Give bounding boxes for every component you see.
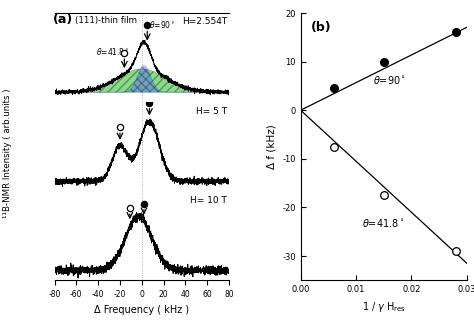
Text: ¹¹B-NMR Intensity ( arb.units ): ¹¹B-NMR Intensity ( arb.units ) — [3, 88, 11, 218]
Text: H= 5 T: H= 5 T — [196, 107, 228, 116]
Y-axis label: Δ f (kHz): Δ f (kHz) — [266, 124, 277, 169]
X-axis label: 1 / $\gamma$ H$_{\rm res}$: 1 / $\gamma$ H$_{\rm res}$ — [362, 300, 406, 314]
Text: H=2.554T: H=2.554T — [182, 18, 228, 26]
Text: (111)-thin film: (111)-thin film — [75, 16, 137, 25]
Text: (a): (a) — [53, 13, 73, 26]
Text: $\theta$=41.8$^\circ$: $\theta$=41.8$^\circ$ — [362, 217, 404, 229]
Text: H= 10 T: H= 10 T — [191, 196, 228, 205]
X-axis label: Δ Frequency ( kHz ): Δ Frequency ( kHz ) — [94, 304, 189, 315]
Text: (b): (b) — [310, 21, 331, 34]
Text: $\theta$=41.8$^\circ$: $\theta$=41.8$^\circ$ — [96, 46, 129, 57]
Text: $\theta$=90$^\circ$: $\theta$=90$^\circ$ — [149, 19, 176, 30]
Text: $\theta$=90$^\circ$: $\theta$=90$^\circ$ — [373, 74, 406, 85]
